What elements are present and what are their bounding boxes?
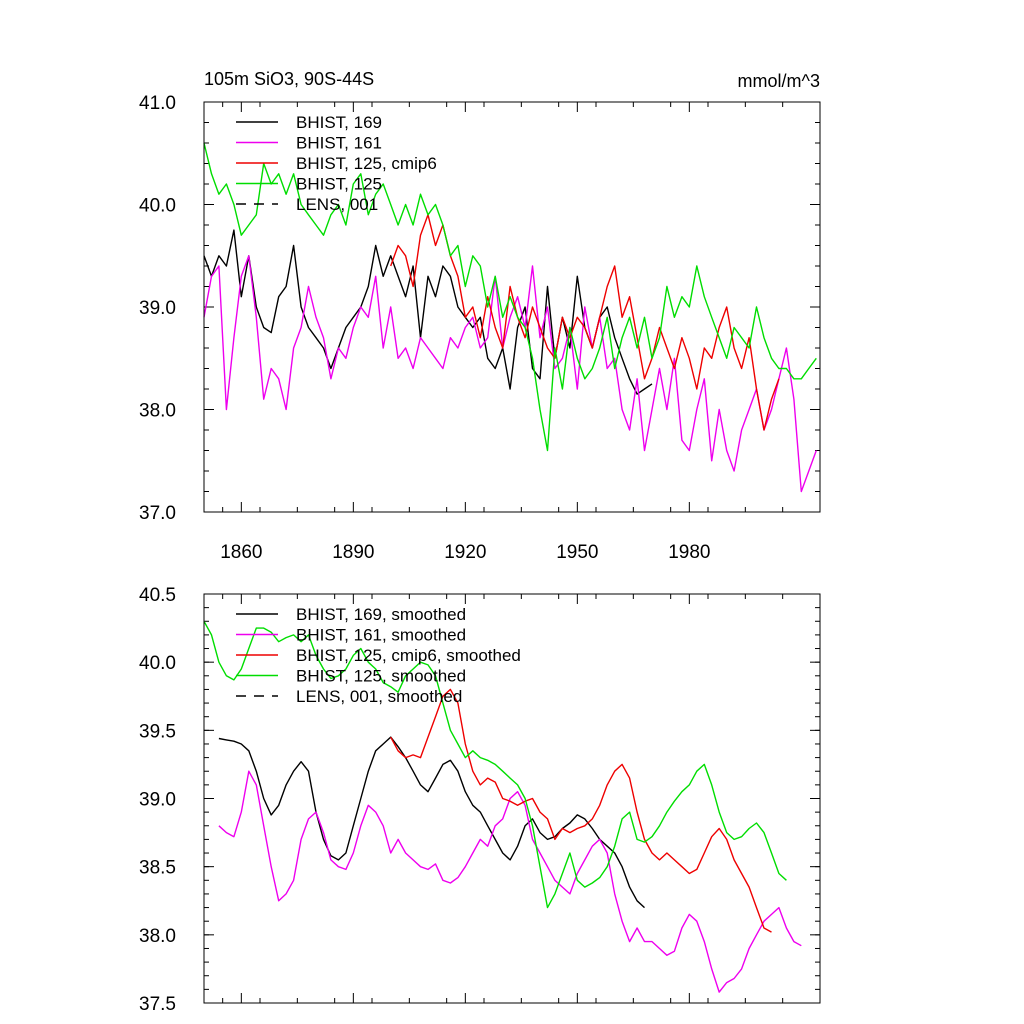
legend-label: BHIST, 125 bbox=[296, 175, 382, 194]
series-line-4 bbox=[203, 142, 817, 452]
y-tick-label: 40.5 bbox=[139, 585, 176, 606]
series-line-1 bbox=[218, 736, 645, 909]
legend-label: BHIST, 161 bbox=[296, 134, 382, 153]
y-tick-label: 37.5 bbox=[139, 994, 176, 1015]
y-tick-label: 40.0 bbox=[139, 653, 176, 674]
y-tick-label: 40.0 bbox=[139, 196, 176, 217]
series-line-4 bbox=[203, 620, 787, 909]
series-line-3 bbox=[390, 688, 772, 933]
plot-frame bbox=[203, 593, 821, 1004]
x-tick-label: 1920 bbox=[444, 542, 486, 563]
legend-label: BHIST, 125, smoothed bbox=[296, 667, 466, 686]
series-line-2 bbox=[218, 770, 802, 993]
y-tick-label: 37.0 bbox=[139, 503, 176, 524]
y-tick-label: 39.0 bbox=[139, 298, 176, 319]
x-tick-label: 1980 bbox=[668, 542, 710, 563]
x-tick-label: 1950 bbox=[556, 542, 598, 563]
series-line-3 bbox=[390, 214, 780, 431]
legend-label: LENS, 001, smoothed bbox=[296, 687, 462, 706]
y-tick-label: 39.0 bbox=[139, 790, 176, 811]
legend-label: LENS, 001 bbox=[296, 195, 378, 214]
series-line-2 bbox=[203, 255, 817, 493]
y-tick-label: 38.0 bbox=[139, 401, 176, 422]
y-tick-label: 38.0 bbox=[139, 926, 176, 947]
units-label: mmol/m^3 bbox=[738, 71, 820, 91]
legend-label: BHIST, 125, cmip6, smoothed bbox=[296, 646, 521, 665]
series-line-1 bbox=[203, 229, 653, 395]
legend-label: BHIST, 169 bbox=[296, 113, 382, 132]
legend-label: BHIST, 125, cmip6 bbox=[296, 154, 437, 173]
x-tick-label: 1860 bbox=[220, 542, 262, 563]
y-tick-label: 41.0 bbox=[139, 93, 176, 114]
legend-label: BHIST, 169, smoothed bbox=[296, 605, 466, 624]
legend: BHIST, 169, smoothed BHIST, 161, smoothed… bbox=[236, 605, 521, 706]
y-tick-label: 39.5 bbox=[139, 721, 176, 742]
x-tick-label: 1890 bbox=[332, 542, 374, 563]
y-tick-label: 38.5 bbox=[139, 858, 176, 879]
plot-frame bbox=[203, 101, 821, 513]
chart-panel-1: 37.0 38.0 39.0 40.0 41.0 1860 1890 1920 1950 1980… bbox=[139, 69, 821, 563]
legend-label: BHIST, 161, smoothed bbox=[296, 626, 466, 645]
chart-title: 105m SiO3, 90S-44S bbox=[204, 69, 374, 89]
chart-panel-2: 37.5 38.0 38.5 39.0 39.5 40.0 40.5 BHIST, 169, … bbox=[139, 585, 821, 1015]
